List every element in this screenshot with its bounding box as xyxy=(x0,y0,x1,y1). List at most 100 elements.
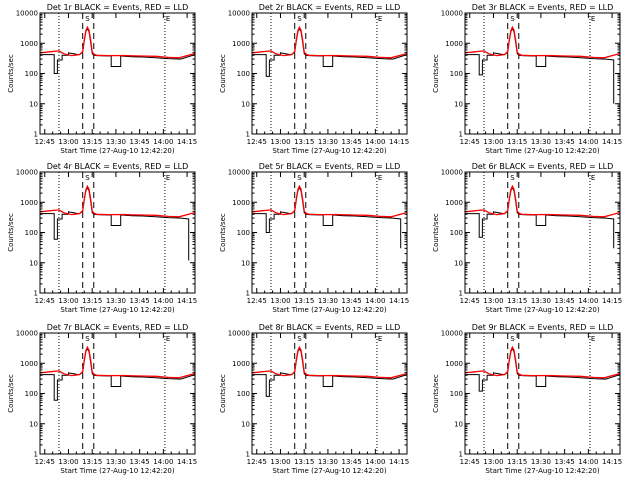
y-tick-label: 100 xyxy=(25,390,38,398)
panel-det-2r: Det 2r BLACK = Events, RED = LLD S E 1 10 100… xyxy=(219,3,409,155)
y-tick-label: 1 xyxy=(34,290,38,298)
x-tick-label: 14:15 xyxy=(602,458,622,466)
x-tick-label: 14:00 xyxy=(578,138,598,146)
y-tick-label: 1 xyxy=(459,131,463,139)
x-tick-label: 13:00 xyxy=(58,458,78,466)
y-tick-label: 1000 xyxy=(232,360,250,368)
y-tick-label: 10000 xyxy=(441,330,463,338)
start-flag-marker: S xyxy=(510,174,515,182)
x-axis-title: Start Time (27-Aug-10 12:42:20) xyxy=(60,306,174,314)
y-tick-label: 100 xyxy=(237,390,250,398)
end-flag-marker: E xyxy=(591,15,595,23)
x-tick-label: 13:45 xyxy=(130,297,150,305)
y-axis-title: Counts/sec xyxy=(7,54,15,93)
y-tick-label: 1000 xyxy=(20,199,38,207)
x-tick-label: 13:30 xyxy=(106,297,126,305)
y-tick-label: 1 xyxy=(246,131,250,139)
start-flag-marker: S xyxy=(85,174,90,182)
y-tick-label: 100 xyxy=(25,70,38,78)
end-flag-marker: E xyxy=(378,174,382,182)
panel-title: Det 6r BLACK = Events, RED = LLD xyxy=(472,162,614,171)
y-tick-label: 10 xyxy=(454,420,463,428)
y-tick-label: 10 xyxy=(241,100,250,108)
plot-frame xyxy=(251,332,408,455)
plot-frame xyxy=(464,332,621,455)
x-axis-title: Start Time (27-Aug-10 12:42:20) xyxy=(272,306,386,314)
start-flag-marker: S xyxy=(510,335,515,343)
x-tick-label: 13:15 xyxy=(82,297,102,305)
y-tick-label: 100 xyxy=(450,390,463,398)
plot-frame xyxy=(251,12,408,135)
plot-frame xyxy=(464,12,621,135)
x-tick-label: 14:00 xyxy=(365,458,385,466)
x-tick-label: 13:45 xyxy=(555,297,575,305)
series-lld-line xyxy=(40,25,195,59)
x-tick-label: 13:00 xyxy=(58,138,78,146)
x-tick-label: 12:45 xyxy=(247,297,267,305)
y-tick-label: 10 xyxy=(454,100,463,108)
panel-title: Det 7r BLACK = Events, RED = LLD xyxy=(47,323,189,332)
start-flag-marker: S xyxy=(85,335,90,343)
x-tick-label: 14:00 xyxy=(578,297,598,305)
plot-frame xyxy=(251,171,408,294)
y-tick-label: 10 xyxy=(241,259,250,267)
y-tick-label: 10000 xyxy=(228,10,250,18)
y-axis-title: Counts/sec xyxy=(7,213,15,252)
end-flag-marker: E xyxy=(166,335,170,343)
series-events-line xyxy=(40,186,190,261)
x-axis-title: Start Time (27-Aug-10 12:42:20) xyxy=(485,306,599,314)
x-axis-title: Start Time (27-Aug-10 12:42:20) xyxy=(272,467,386,475)
x-tick-label: 13:30 xyxy=(531,297,551,305)
series-events-line xyxy=(252,186,402,249)
panel-det-4r: Det 4r BLACK = Events, RED = LLD S E 1 10 100… xyxy=(7,162,197,314)
series-lld-line xyxy=(40,184,195,218)
panel-det-9r: Det 9r BLACK = Events, RED = LLD S E 1 10 100… xyxy=(432,323,622,475)
series-events-line xyxy=(252,347,407,397)
panel-title: Det 5r BLACK = Events, RED = LLD xyxy=(259,162,401,171)
panel-det-8r: Det 8r BLACK = Events, RED = LLD S E 1 10 100… xyxy=(219,323,409,475)
y-tick-label: 1000 xyxy=(445,199,463,207)
panel-det-1r: Det 1r BLACK = Events, RED = LLD S E 1 10 100… xyxy=(7,3,197,155)
x-tick-label: 13:00 xyxy=(58,297,78,305)
y-tick-label: 100 xyxy=(237,70,250,78)
x-tick-label: 13:15 xyxy=(507,297,527,305)
series-lld-line xyxy=(465,25,620,59)
y-tick-label: 1000 xyxy=(445,40,463,48)
x-tick-label: 12:45 xyxy=(460,458,480,466)
y-tick-label: 10000 xyxy=(16,169,38,177)
y-tick-label: 1000 xyxy=(20,360,38,368)
x-tick-label: 14:15 xyxy=(177,297,197,305)
x-tick-label: 13:45 xyxy=(342,138,362,146)
x-axis-title: Start Time (27-Aug-10 12:42:20) xyxy=(485,147,599,155)
x-tick-label: 12:45 xyxy=(460,297,480,305)
x-tick-label: 13:45 xyxy=(342,297,362,305)
y-tick-label: 10 xyxy=(241,420,250,428)
x-tick-label: 13:45 xyxy=(130,138,150,146)
x-tick-label: 13:45 xyxy=(555,138,575,146)
x-tick-label: 13:15 xyxy=(82,458,102,466)
series-events-line xyxy=(40,347,195,401)
start-flag-marker: S xyxy=(297,15,302,23)
x-tick-label: 14:00 xyxy=(153,138,173,146)
start-flag-marker: S xyxy=(297,174,302,182)
x-tick-label: 14:15 xyxy=(389,458,409,466)
series-lld-line xyxy=(465,345,620,379)
x-tick-label: 12:45 xyxy=(247,458,267,466)
panel-title: Det 3r BLACK = Events, RED = LLD xyxy=(472,3,614,12)
y-tick-label: 1 xyxy=(459,290,463,298)
y-tick-label: 10000 xyxy=(16,330,38,338)
x-tick-label: 13:00 xyxy=(483,458,503,466)
x-tick-label: 14:00 xyxy=(153,458,173,466)
panel-title: Det 4r BLACK = Events, RED = LLD xyxy=(47,162,189,171)
x-tick-label: 14:00 xyxy=(578,458,598,466)
x-tick-label: 13:45 xyxy=(342,458,362,466)
x-tick-label: 12:45 xyxy=(460,138,480,146)
start-flag-marker: S xyxy=(510,15,515,23)
x-tick-label: 13:15 xyxy=(507,458,527,466)
x-tick-label: 13:00 xyxy=(483,138,503,146)
end-flag-marker: E xyxy=(166,15,170,23)
y-tick-label: 10 xyxy=(29,420,38,428)
y-tick-label: 1 xyxy=(459,451,463,459)
plot-frame xyxy=(39,12,196,135)
